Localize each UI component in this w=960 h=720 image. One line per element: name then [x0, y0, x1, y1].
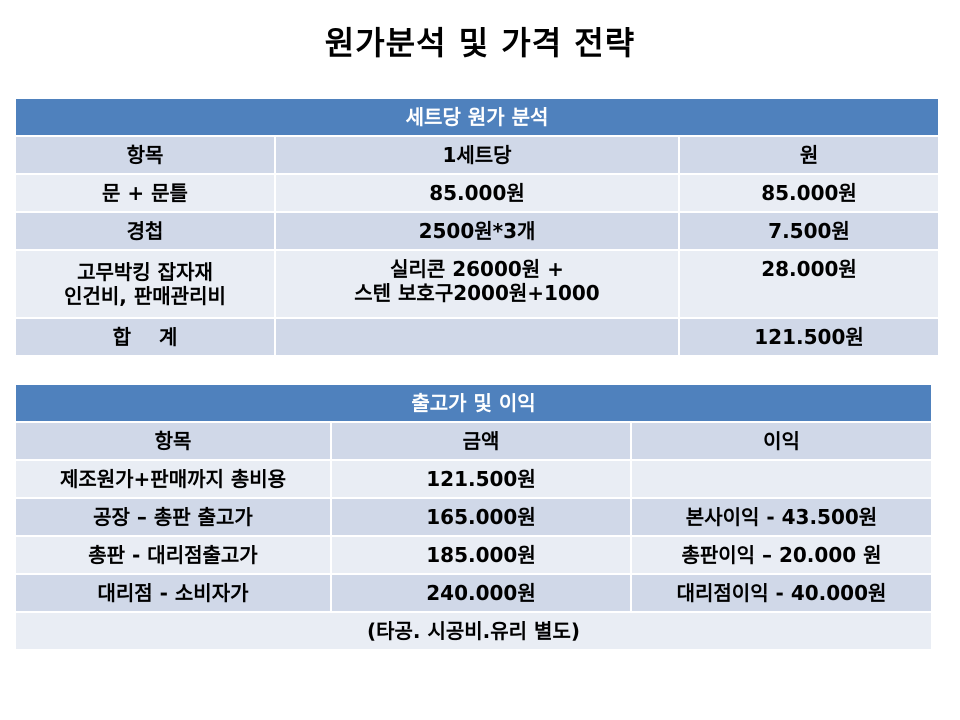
note-row: (타공. 시공비.유리 별도): [14, 611, 933, 651]
item-cell: 고무박킹 잡자재 인건비, 판매관리비: [14, 249, 276, 319]
column-header-profit: 이익: [630, 421, 933, 461]
cost-analysis-table: 세트당 원가 분석 항목 1세트당 원 문 + 문틀 85.000원 85.00…: [13, 97, 941, 357]
price-table-column-headers: 항목 금액 이익: [14, 421, 933, 461]
per-set-cell: 2500원*3개: [274, 211, 680, 251]
per-set-line: 실리콘 26000원 +: [390, 257, 564, 281]
table-row: 문 + 문틀 85.000원 85.000원: [14, 173, 941, 213]
won-cell: 28.000원: [677, 249, 941, 319]
item-cell: 제조원가+판매까지 총비용: [14, 459, 332, 499]
per-set-cell: [274, 317, 680, 357]
column-header-per-set: 1세트당: [274, 135, 680, 175]
profit-cell: 본사이익 - 43.500원: [630, 497, 933, 537]
price-table-header: 출고가 및 이익: [14, 383, 933, 423]
column-header-won: 원: [677, 135, 941, 175]
column-header-item: 항목: [14, 135, 276, 175]
item-cell: 총판 - 대리점출고가: [14, 535, 332, 575]
amount-cell: 185.000원: [330, 535, 632, 575]
amount-cell: 240.000원: [330, 573, 632, 613]
profit-cell: 대리점이익 - 40.000원: [630, 573, 933, 613]
column-header-item: 항목: [14, 421, 332, 461]
cost-table-column-headers: 항목 1세트당 원: [14, 135, 941, 175]
price-profit-table: 출고가 및 이익 항목 금액 이익 제조원가+판매까지 총비용 121.500원…: [14, 383, 933, 651]
column-header-amount: 금액: [330, 421, 632, 461]
per-set-line: 스텐 보호구2000원+1000: [354, 281, 600, 305]
per-set-cell: 85.000원: [274, 173, 680, 213]
profit-cell: [630, 459, 933, 499]
won-cell: 7.500원: [677, 211, 941, 251]
amount-cell: 121.500원: [330, 459, 632, 499]
table-row: 총판 - 대리점출고가 185.000원 총판이익 – 20.000 원: [14, 535, 933, 575]
table-row: 경첩 2500원*3개 7.500원: [14, 211, 941, 251]
table-row: 고무박킹 잡자재 인건비, 판매관리비 실리콘 26000원 + 스텐 보호구2…: [14, 249, 941, 319]
page-title: 원가분석 및 가격 전략: [324, 24, 636, 62]
table-row: 제조원가+판매까지 총비용 121.500원: [14, 459, 933, 499]
per-set-cell: 실리콘 26000원 + 스텐 보호구2000원+1000: [274, 249, 680, 319]
item-cell: 공장 – 총판 출고가: [14, 497, 332, 537]
note-cell: (타공. 시공비.유리 별도): [14, 611, 933, 651]
item-cell: 경첩: [14, 211, 276, 251]
total-label-b: 계: [159, 325, 178, 349]
profit-cell: 총판이익 – 20.000 원: [630, 535, 933, 575]
item-cell: 대리점 - 소비자가: [14, 573, 332, 613]
total-won-cell: 121.500원: [677, 317, 941, 357]
item-line: 인건비, 판매관리비: [64, 284, 226, 308]
table-row: 대리점 - 소비자가 240.000원 대리점이익 - 40.000원: [14, 573, 933, 613]
won-cell: 85.000원: [677, 173, 941, 213]
amount-cell: 165.000원: [330, 497, 632, 537]
table-row: 공장 – 총판 출고가 165.000원 본사이익 - 43.500원: [14, 497, 933, 537]
item-line: 고무박킹 잡자재: [77, 260, 213, 284]
total-label-a: 합: [112, 325, 131, 349]
cost-table-header: 세트당 원가 분석: [13, 97, 941, 137]
item-cell: 문 + 문틀: [14, 173, 276, 213]
